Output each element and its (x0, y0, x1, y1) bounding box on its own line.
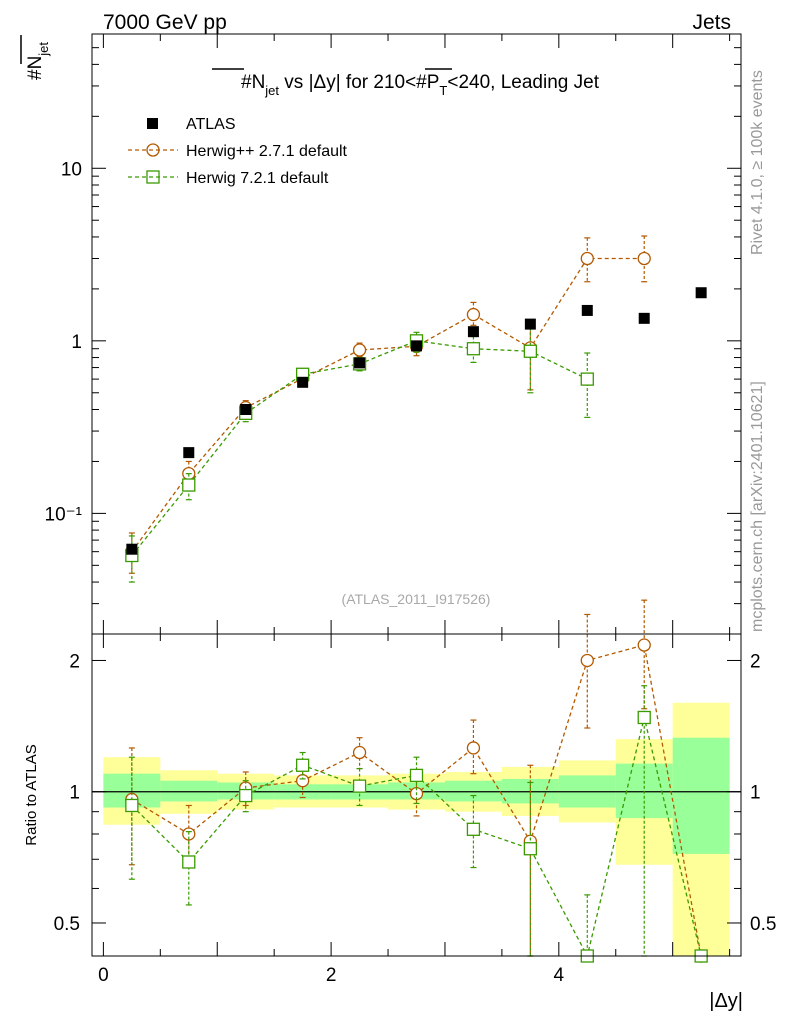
energy-label: 7000 GeV pp (103, 11, 227, 34)
x-axis-label: |Δy| (709, 990, 743, 1012)
main-y-tick-label-1: 1 (71, 332, 82, 353)
main-plot-marks (125, 235, 707, 583)
ratio-herwig7-point-3 (295, 758, 310, 772)
ratio-y-tick-label-left-0: 0.5 (54, 914, 80, 935)
ratio-herwig7-point-5 (409, 768, 424, 783)
ratio-band-inner-6 (444, 780, 502, 802)
y-axis-label-main: #Njet (25, 42, 51, 80)
main-herwigpp-point-9 (637, 251, 651, 266)
main-atlas-point-0 (126, 543, 138, 555)
ratio-herwig7-point-4 (352, 779, 367, 793)
ratio-herwig7-point-1 (182, 855, 196, 869)
main-atlas-point-4 (354, 357, 366, 369)
rivet-label: Rivet 4.1.0, ≥ 100k events (749, 70, 766, 255)
ratio-y-tick-label-right-1: 1 (750, 783, 761, 804)
main-herwig7-point-1 (182, 478, 196, 492)
plot-title: #Njet vs |Δy| for 210<#PT<240, Leading J… (241, 72, 600, 98)
main-atlas-point-2 (240, 403, 252, 415)
main-atlas-point-8 (581, 304, 593, 316)
ratio-plot-marks (125, 599, 708, 963)
legend-marker-herwig7 (146, 170, 160, 184)
x-tick-label-2: 4 (554, 965, 565, 986)
ratio-herwigpp-point-3 (295, 774, 310, 788)
ratio-herwigpp-point-8 (580, 653, 594, 668)
category-label: Jets (692, 11, 731, 34)
main-atlas-point-9 (638, 312, 650, 324)
main-herwig7-point-8 (580, 372, 594, 386)
legend-marker-atlas (147, 118, 158, 129)
main-atlas-point-7 (524, 318, 536, 330)
legend-marker-herwigpp (146, 143, 160, 157)
ratio-herwigpp-point-9 (637, 638, 651, 652)
main-herwigpp-point-8 (580, 251, 594, 266)
main-herwig7-point-6 (466, 342, 481, 356)
main-herwigpp-line (131, 257, 645, 553)
legend: ATLAS Herwig++ 2.7.1 default Herwig 7.2.… (128, 116, 348, 187)
analysis-watermark: (ATLAS_2011_I917526) (342, 591, 491, 607)
main-atlas-point-1 (183, 447, 195, 459)
ratio-herwig7-point-2 (239, 788, 253, 803)
y-axis-label-ratio: Ratio to ATLAS (23, 744, 40, 845)
legend-label-atlas: ATLAS (186, 116, 236, 133)
main-herwig7-line (131, 340, 588, 556)
x-tick-label-0: 0 (98, 965, 109, 986)
ratio-herwig7-point-0 (125, 798, 139, 813)
ratio-band-inner-1 (160, 780, 218, 802)
main-y-tick-label-2: 10 (61, 159, 82, 180)
ratio-band-inner-10 (672, 737, 730, 854)
ratio-herwigpp-point-6 (466, 741, 481, 755)
ratio-herwig7-point-6 (466, 822, 481, 836)
ratio-herwig7-point-9 (637, 710, 651, 725)
ratio-herwig7-line (131, 717, 702, 958)
ratio-herwigpp-point-4 (352, 745, 367, 760)
ratio-y-tick-label-right-0: 0.5 (750, 914, 776, 935)
ratio-herwig7-point-7 (523, 842, 538, 856)
main-atlas-point-5 (411, 340, 422, 352)
main-herwigpp-point-6 (466, 307, 481, 322)
ratio-y-tick-label-left-2: 2 (69, 651, 80, 672)
ratio-y-tick-label-right-2: 2 (750, 651, 761, 672)
main-atlas-point-3 (297, 376, 309, 388)
main-atlas-point-10 (695, 287, 707, 299)
x-tick-label-1: 2 (326, 965, 337, 986)
ratio-y-tick-label-left-1: 1 (69, 783, 80, 804)
main-herwig7-point-7 (523, 344, 538, 358)
mcplots-label: mcplots.cern.ch [arXiv:2401.10621] (749, 381, 766, 632)
main-y-tick-label-0: 10⁻¹ (45, 504, 83, 525)
axes: 0 2 4 10⁻¹ 1 10 0.5 0.5 1 1 2 2 (45, 33, 776, 986)
ratio-frame (91, 633, 742, 957)
main-atlas-point-6 (467, 326, 479, 338)
main-herwigpp-point-4 (352, 343, 367, 357)
legend-label-herwigpp: Herwig++ 2.7.1 default (186, 143, 348, 160)
legend-label-herwig7: Herwig 7.2.1 default (186, 170, 329, 187)
